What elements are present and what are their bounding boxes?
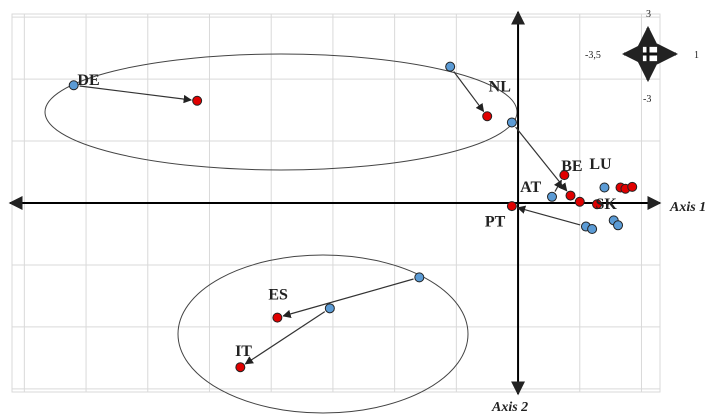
point-end-at (559, 170, 570, 181)
country-label-pt: PT (485, 213, 506, 230)
point-end-it (235, 362, 246, 373)
legend-up-value: 3 (646, 9, 651, 20)
point-start-es (414, 272, 425, 283)
x-axis-label: Axis 1 (669, 200, 706, 215)
point-start-it (324, 303, 335, 314)
point-start-at (547, 191, 557, 202)
point-end-be (565, 190, 576, 201)
cluster-ellipse-bottom (177, 254, 469, 414)
point-end-es (272, 312, 283, 323)
trajectory-arrow-pt (516, 205, 581, 226)
point-start-extra (587, 224, 598, 235)
point-end-extra (592, 199, 603, 210)
trajectory-arrow-at (553, 179, 562, 192)
country-label-be: BE (561, 158, 582, 175)
country-label-it: IT (235, 343, 252, 360)
trajectory-arrow-es (282, 278, 414, 318)
point-end-extra (627, 181, 638, 192)
country-label-lu: LU (589, 156, 612, 173)
point-end-extra (574, 196, 585, 207)
trajectory-arrow-de (79, 85, 193, 104)
country-labels: DE NL BE AT PT ES IT LU SK (77, 72, 617, 360)
cluster-ellipse-top (44, 53, 518, 171)
axes (8, 10, 662, 396)
point-start-nl (445, 61, 456, 72)
country-label-sk: SK (596, 196, 618, 213)
country-label-nl: NL (489, 78, 511, 95)
data-points (68, 61, 638, 373)
trajectory-arrow-nl (453, 71, 485, 113)
country-label-at: AT (520, 179, 541, 196)
point-start-be (506, 117, 517, 128)
country-label-es: ES (268, 287, 288, 304)
y-axis-label: Axis 2 (491, 400, 528, 415)
legend-left-value: -3,5 (585, 50, 601, 61)
point-start-extra (599, 182, 610, 193)
legend-down-value: -3 (643, 94, 651, 105)
point-end-pt (506, 201, 517, 212)
trajectories (79, 71, 581, 365)
axis-scale-legend: 3 -3 -3,5 1 (585, 9, 699, 105)
country-label-de: DE (77, 72, 99, 89)
point-start-de (68, 80, 79, 91)
legend-right-value: 1 (694, 50, 699, 61)
point-end-nl (482, 111, 493, 122)
trajectory-arrow-it (244, 311, 326, 365)
point-end-de (192, 95, 203, 106)
point-start-extra (613, 220, 624, 231)
